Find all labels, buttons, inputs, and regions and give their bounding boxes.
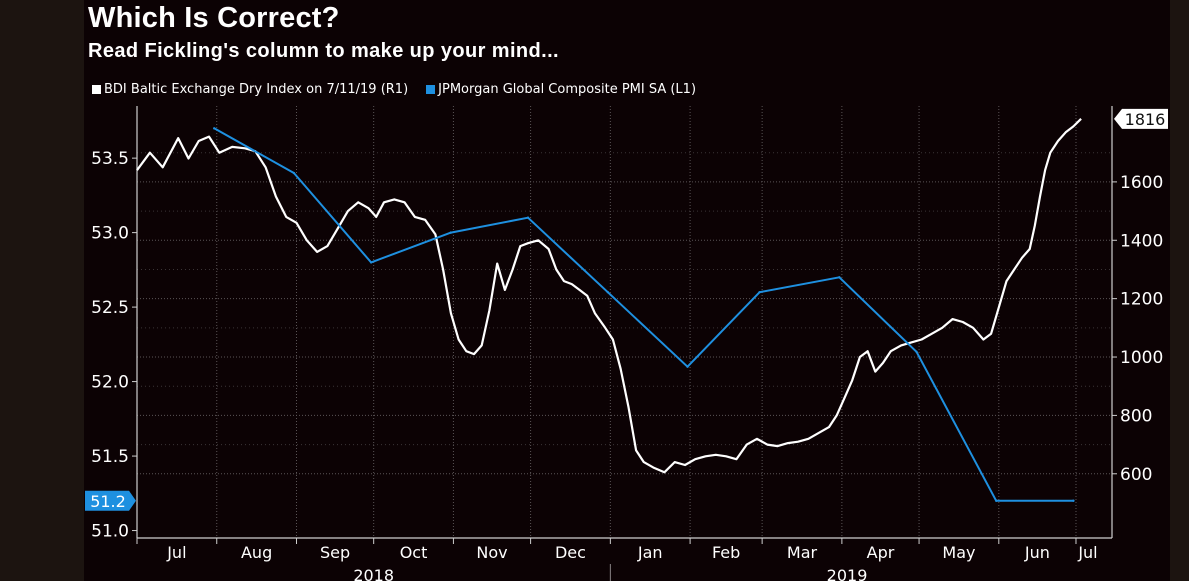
x-tick-label-12: Jul <box>1077 543 1097 562</box>
right-tick-label-4: 1400 <box>1120 231 1163 251</box>
left-tick-label-2: 52.0 <box>91 373 129 393</box>
pmi-point-4 <box>526 216 530 219</box>
right-tick-label-2: 1000 <box>1120 348 1163 368</box>
x-tick-label-2: Sep <box>320 543 350 562</box>
legend-item-bdi[interactable]: BDI Baltic Exchange Dry Index on 7/11/19… <box>92 82 408 97</box>
x-tick-label-1: Aug <box>241 543 272 562</box>
pmi-point-9 <box>915 350 918 353</box>
x-tick-label-8: Mar <box>787 543 818 562</box>
x-tick-label-10: May <box>942 543 975 562</box>
chart-frame <box>84 0 1170 581</box>
pmi-point-7 <box>758 291 761 294</box>
pmi-last-value-label: 51.2 <box>90 492 126 511</box>
right-tick-label-1: 800 <box>1120 406 1152 426</box>
bdi-last-value-label: 1816 <box>1125 110 1166 129</box>
x-tick-label-5: Dec <box>555 543 586 562</box>
legend-label-pmi: JPMorgan Global Composite PMI SA (L1) <box>438 81 697 97</box>
pmi-point-0 <box>212 127 216 130</box>
pmi-point-2 <box>369 261 373 264</box>
legend: BDI Baltic Exchange Dry Index on 7/11/19… <box>92 80 714 98</box>
series-line-pmi <box>213 127 1074 502</box>
x-tick-label-3: Oct <box>400 543 428 562</box>
pmi-point-6 <box>686 365 689 368</box>
pmi-point-10 <box>995 499 998 502</box>
pmi-last-value-tag <box>85 490 136 511</box>
right-tick-label-0: 600 <box>1120 465 1152 485</box>
legend-item-pmi[interactable]: JPMorgan Global Composite PMI SA (L1) <box>426 82 696 97</box>
x-tick-label-6: Jan <box>637 543 663 562</box>
year-label-1: 2019 <box>827 566 868 581</box>
pmi-point-11 <box>1072 499 1075 502</box>
x-tick-label-11: Jun <box>1024 543 1050 562</box>
right-tick-label-3: 1200 <box>1120 290 1163 310</box>
pmi-point-5 <box>606 291 609 294</box>
left-tick-label-4: 53.0 <box>91 224 129 244</box>
legend-label-bdi: BDI Baltic Exchange Dry Index on 7/11/19… <box>104 81 409 97</box>
legend-swatch-bdi <box>92 84 101 94</box>
series-line-bdi <box>136 118 1082 474</box>
left-tick-label-0: 51.0 <box>91 522 129 542</box>
left-tick-label-5: 53.5 <box>91 149 129 169</box>
year-label-0: 2018 <box>353 566 394 581</box>
left-tick-label-1: 51.5 <box>91 447 129 467</box>
legend-swatch-pmi <box>426 84 436 94</box>
pmi-point-3 <box>449 231 453 234</box>
x-tick-label-4: Nov <box>476 543 507 562</box>
x-tick-label-9: Apr <box>867 543 895 562</box>
x-tick-label-7: Feb <box>712 543 740 562</box>
right-tick-label-5: 1600 <box>1120 173 1163 193</box>
chart-subtitle: Read Fickling's column to make up your m… <box>88 40 560 62</box>
bdi-last-value-tag <box>1114 108 1168 129</box>
chart-title: Which Is Correct? <box>88 2 340 34</box>
pmi-point-8 <box>838 276 841 279</box>
left-tick-label-3: 52.5 <box>91 298 129 318</box>
pmi-point-1 <box>292 171 296 175</box>
x-tick-label-0: Jul <box>166 543 186 562</box>
